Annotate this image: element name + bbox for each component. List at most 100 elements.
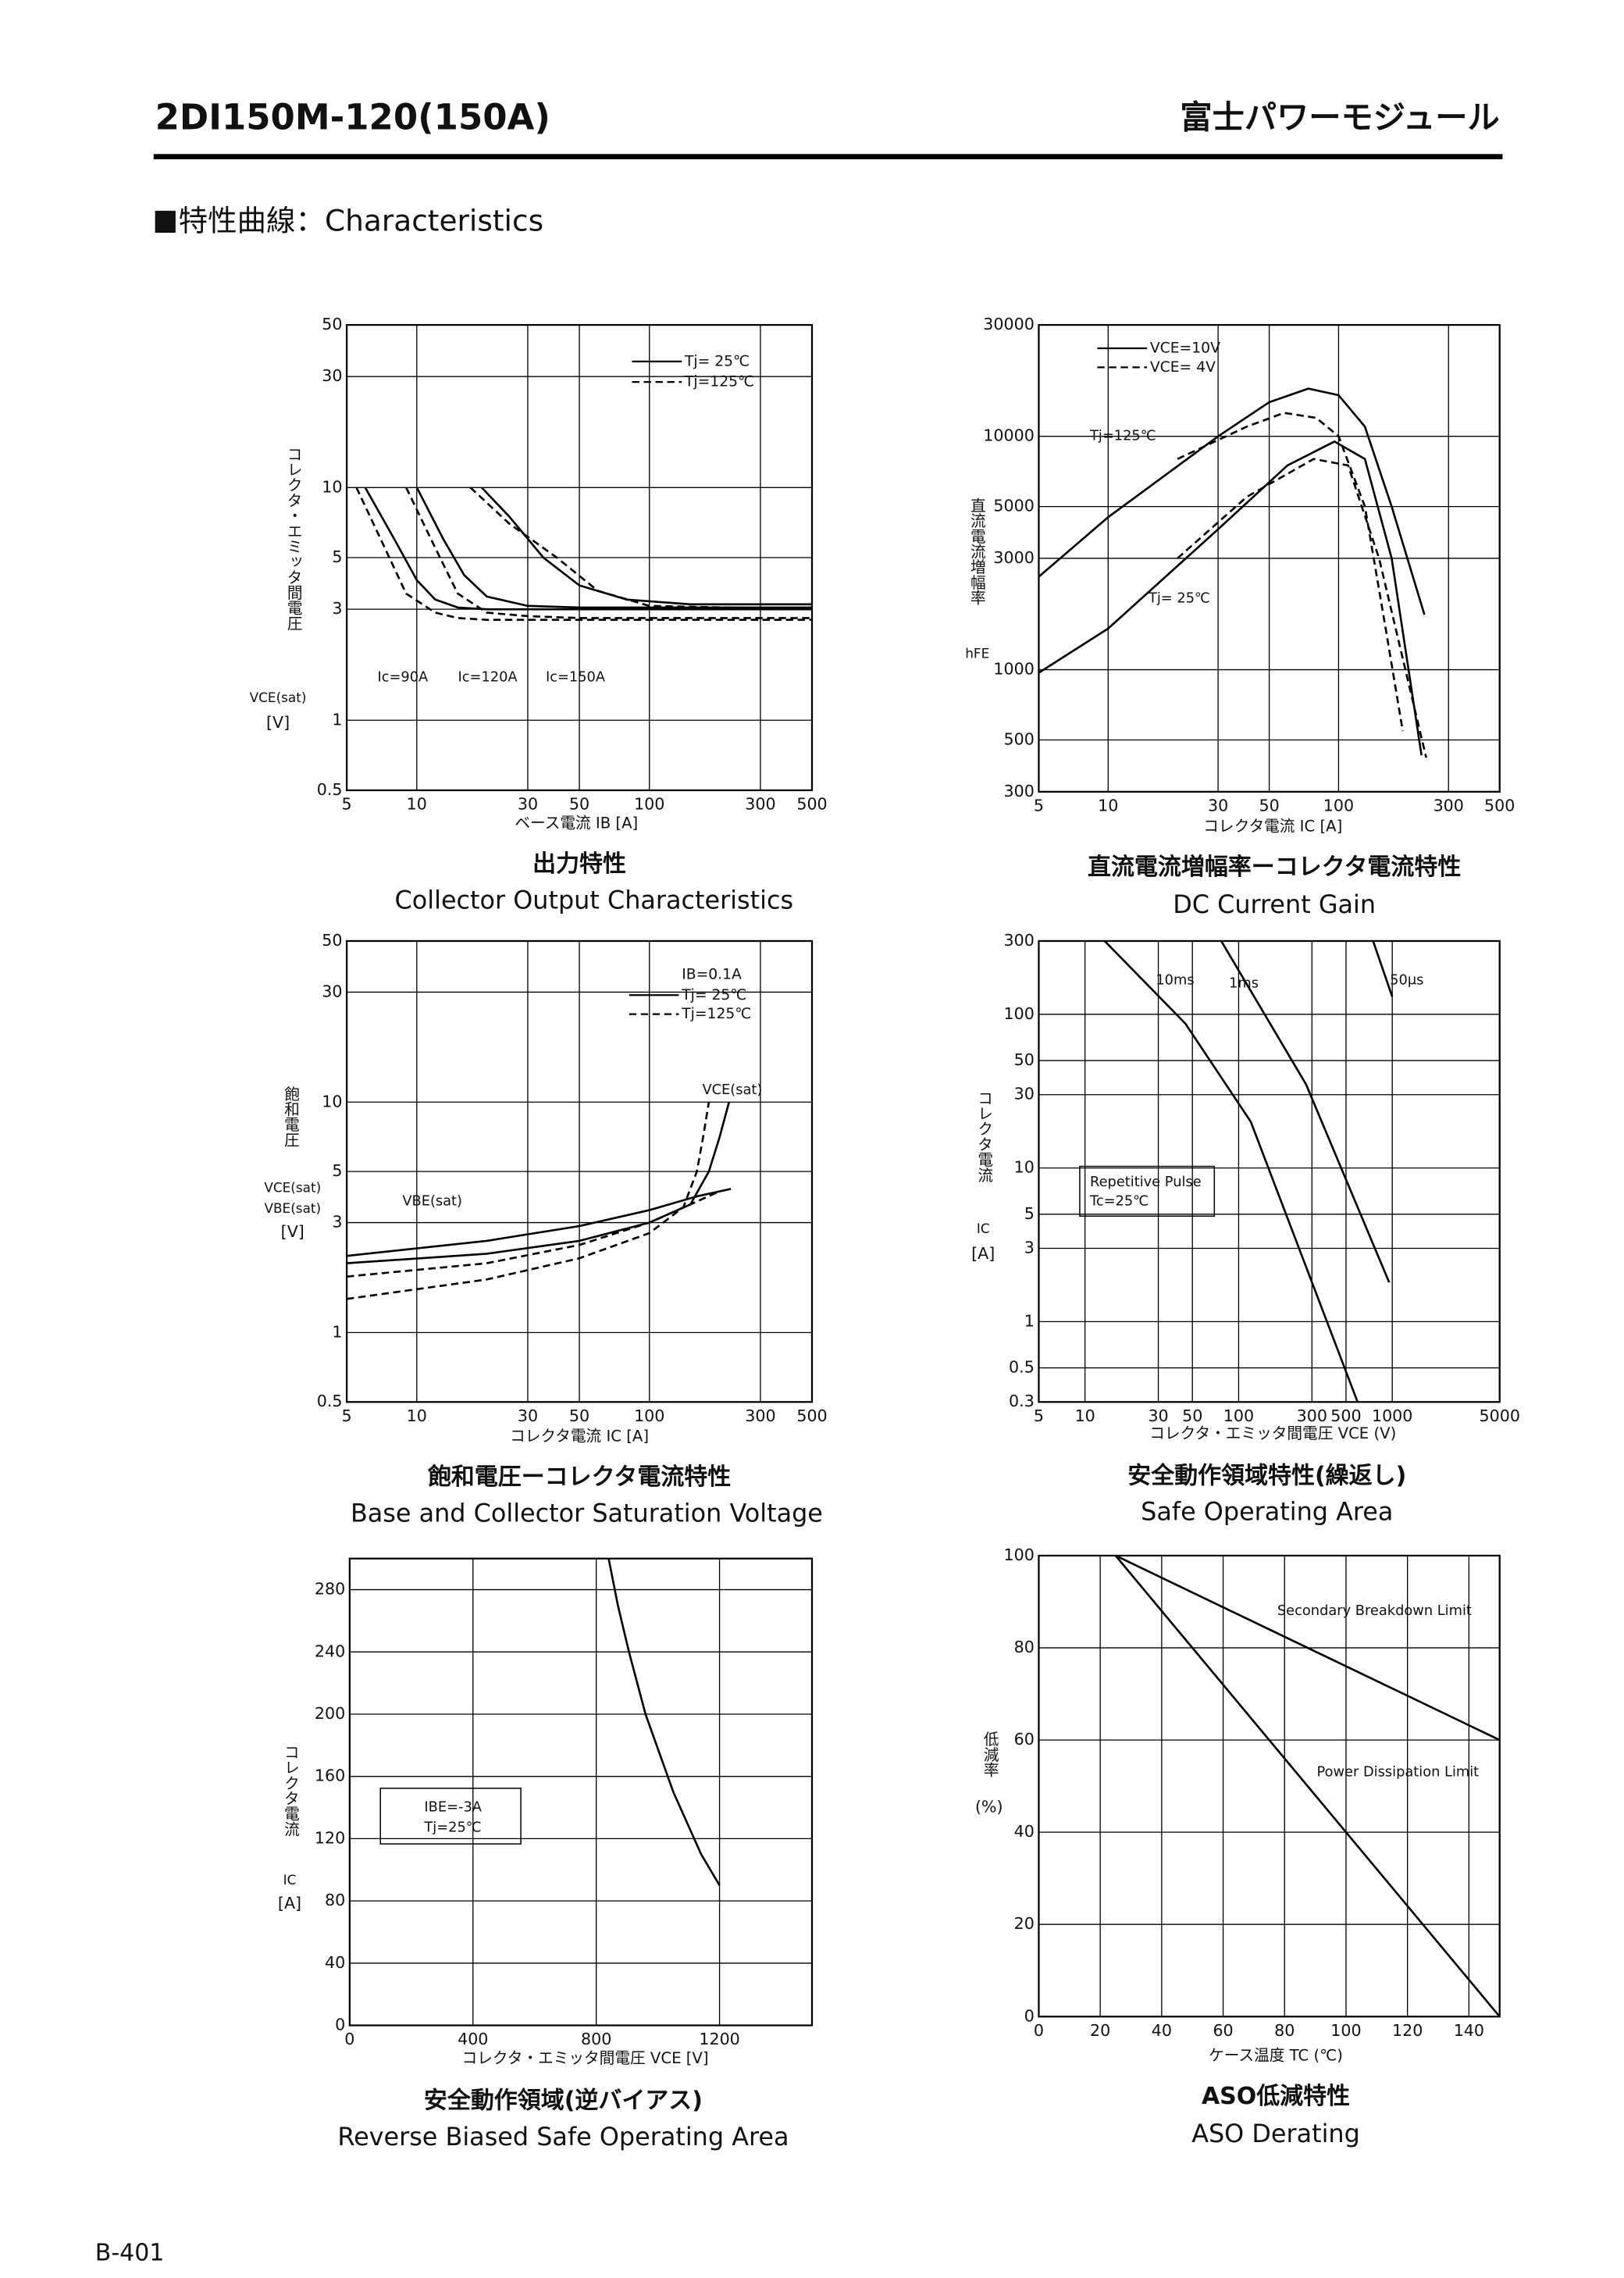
legend-label: Tj= 25℃	[681, 987, 746, 1004]
legend-label: Tj=125℃	[684, 374, 754, 390]
x-tick-label: 500	[1330, 1406, 1361, 1425]
x-tick-label: 50	[569, 1406, 589, 1425]
section-bullet	[155, 210, 176, 234]
y-tick-label: 10	[322, 1092, 342, 1110]
x-tick-label: 80	[1274, 2021, 1295, 2040]
x-tick-label: 60	[1213, 2021, 1233, 2040]
annotation: Tj=125℃	[1089, 427, 1156, 444]
y-tick-label: 40	[1014, 1822, 1035, 1841]
x-tick-label: 10	[407, 795, 427, 814]
chart-title: 安全動作領域(逆バイアス)	[424, 2087, 703, 2114]
curve	[346, 1102, 710, 1300]
curve	[1114, 1555, 1501, 2018]
annotation: VCE(sat)	[702, 1082, 762, 1098]
curve	[1038, 440, 1423, 756]
y-axis-symbol: VBE(sat)	[264, 1200, 321, 1216]
y-tick-label: 50	[1014, 1050, 1035, 1069]
chart-subtitle: ASO Derating	[1191, 2119, 1360, 2148]
curve	[415, 487, 812, 609]
section-title: 特性曲線：Characteristics	[179, 203, 543, 237]
x-tick-label: 5	[1034, 797, 1044, 815]
legend-title: IB=0.1A	[682, 967, 742, 983]
legend-label: VCE=10V	[1150, 340, 1220, 357]
x-tick-label: 100	[634, 795, 664, 814]
y-tick-label: 240	[315, 1642, 345, 1660]
y-tick-label: 40	[325, 1953, 345, 1972]
curve	[364, 487, 812, 611]
y-axis-unit: [A]	[971, 1244, 995, 1263]
y-tick-label: 300	[1003, 782, 1034, 800]
y-tick-label: 0	[1024, 2006, 1035, 2025]
x-tick-label: 300	[745, 795, 775, 814]
y-axis-label: 直流電流増幅率	[967, 497, 985, 605]
x-tick-label: 5	[1034, 1406, 1044, 1425]
chart-subtitle: Collector Output Characteristics	[395, 885, 794, 914]
y-tick-label: 280	[315, 1580, 345, 1599]
legend-label: VCE= 4V	[1150, 359, 1216, 376]
y-tick-label: 30	[322, 366, 342, 385]
y-tick-label: 0	[335, 2016, 345, 2034]
curve	[1372, 940, 1394, 997]
y-axis-unit: [A]	[278, 1894, 301, 1913]
annotation: 10ms	[1156, 972, 1194, 989]
x-tick-label: 30	[1208, 797, 1228, 815]
annotation: 1ms	[1229, 975, 1259, 991]
x-tick-label: 500	[796, 1406, 827, 1425]
y-axis-symbol: VCE(sat)	[264, 1180, 321, 1196]
y-tick-label: 5000	[993, 497, 1034, 515]
y-axis-label: 低減率	[981, 1731, 999, 1777]
chart-subtitle: DC Current Gain	[1173, 889, 1376, 919]
y-tick-label: 120	[315, 1828, 345, 1847]
chart-title: 出力特性	[532, 850, 626, 878]
x-tick-label: 10	[407, 1406, 427, 1425]
y-tick-label: 10000	[983, 426, 1035, 445]
x-tick-label: 0	[1034, 2021, 1044, 2040]
model-title: 2DI150M-120(150A)	[155, 97, 550, 138]
y-tick-label: 1	[332, 1322, 342, 1341]
curve	[355, 487, 812, 621]
y-tick-label: 80	[325, 1891, 345, 1909]
x-tick-label: 50	[1182, 1406, 1202, 1425]
y-axis-symbol: IC	[977, 1221, 990, 1236]
annotation: Secondary Breakdown Limit	[1277, 1602, 1472, 1619]
x-axis-label: コレクタ・エミッタ間電圧 VCE [V]	[462, 2049, 709, 2067]
annotation: Tc=25℃	[1089, 1193, 1149, 1210]
x-tick-label: 5	[342, 795, 352, 814]
y-tick-label: 1	[1024, 1311, 1035, 1330]
y-axis-symbol: IC	[283, 1872, 297, 1888]
y-tick-label: 30	[322, 982, 342, 1000]
annotation: IBE=-3A	[424, 1799, 482, 1815]
y-tick-label: 200	[315, 1704, 345, 1723]
y-tick-label: 3000	[993, 548, 1034, 567]
chart-title: 直流電流増幅率ーコレクタ電流特性	[1088, 854, 1461, 881]
y-tick-label: 80	[1014, 1638, 1035, 1656]
y-axis-unit: (%)	[975, 1797, 1003, 1816]
curve	[480, 487, 812, 606]
x-axis-label: ベース電流 IB [A]	[515, 815, 638, 832]
y-tick-label: 160	[315, 1766, 345, 1785]
x-axis-label: コレクタ電流 IC [A]	[1203, 817, 1342, 835]
chart-title: ASO低減特性	[1202, 2083, 1350, 2110]
curve	[405, 487, 812, 619]
x-tick-label: 140	[1454, 2021, 1484, 2040]
x-tick-label: 300	[745, 1406, 775, 1425]
curve	[1177, 412, 1404, 732]
annotation: Ic=150A	[546, 669, 606, 686]
x-tick-label: 1200	[699, 2030, 739, 2048]
x-tick-label: 40	[1152, 2021, 1172, 2040]
x-tick-label: 50	[569, 795, 589, 814]
y-tick-label: 3	[1024, 1238, 1035, 1257]
y-tick-label: 0.3	[1009, 1392, 1035, 1410]
x-tick-label: 300	[1297, 1406, 1327, 1425]
y-tick-label: 1000	[993, 660, 1034, 679]
y-tick-label: 50	[322, 315, 342, 333]
y-tick-label: 3	[332, 1213, 342, 1232]
annotation: Ic=120A	[458, 669, 518, 686]
annotation: 50μs	[1390, 972, 1423, 989]
y-tick-label: 20	[1014, 1914, 1035, 1933]
y-tick-label: 5	[1024, 1204, 1035, 1223]
x-tick-label: 10	[1075, 1406, 1095, 1425]
y-tick-label: 100	[1003, 1545, 1034, 1564]
x-tick-label: 100	[1223, 1406, 1254, 1425]
x-tick-label: 500	[796, 795, 827, 814]
